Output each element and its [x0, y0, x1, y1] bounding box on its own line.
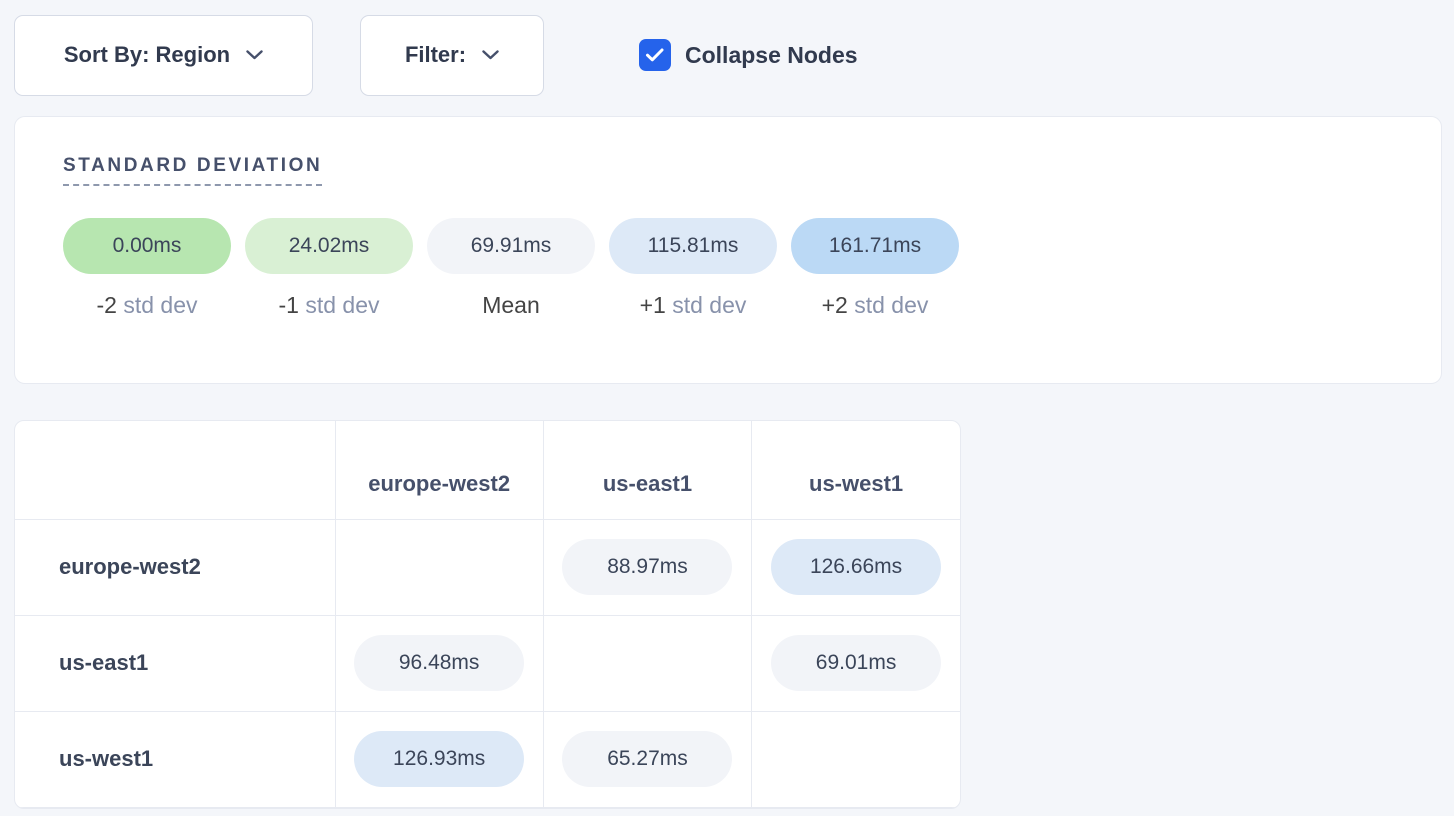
- matrix-row-header[interactable]: us-east1: [15, 615, 336, 712]
- matrix-row-header[interactable]: europe-west2: [15, 519, 336, 616]
- legend-stop-value: 24.02ms: [245, 218, 413, 274]
- legend-stop-value: 0.00ms: [63, 218, 231, 274]
- legend-stop-caption-number: +1: [639, 292, 673, 318]
- legend-stop-caption: -2 std dev: [97, 292, 198, 319]
- matrix-column-header[interactable]: us-west1: [751, 421, 960, 520]
- sort-by-dropdown[interactable]: Sort By: Region: [14, 14, 313, 96]
- legend-stop-caption-text: std dev: [854, 292, 929, 318]
- chevron-down-icon: [246, 50, 263, 60]
- matrix-cell: [543, 615, 753, 712]
- legend-stop-caption: +2 std dev: [822, 292, 929, 319]
- matrix-cell: [751, 711, 960, 808]
- filter-dropdown[interactable]: Filter:: [360, 14, 544, 96]
- matrix-cell[interactable]: 88.97ms: [543, 519, 753, 616]
- legend-title: STANDARD DEVIATION: [63, 155, 323, 186]
- legend-stop: 69.91ms Mean: [427, 218, 595, 319]
- toolbar: Sort By: Region Filter: Collapse Nodes: [0, 0, 1454, 96]
- legend-stop: 24.02ms -1 std dev: [245, 218, 413, 319]
- matrix-cell: [335, 519, 544, 616]
- chevron-down-icon: [482, 50, 499, 60]
- legend-stop-caption-number: +2: [821, 292, 855, 318]
- matrix-cell[interactable]: 126.66ms: [751, 519, 960, 616]
- latency-value-pill: 65.27ms: [562, 731, 733, 787]
- table-row: us-east1 96.48ms 69.01ms: [15, 615, 960, 712]
- legend-stop-caption-text: std dev: [123, 292, 198, 318]
- latency-value-pill: 96.48ms: [354, 635, 525, 691]
- matrix-body: europe-west2 88.97ms 126.66ms us-east1 96.48…: [15, 519, 960, 808]
- legend-stop-value: 69.91ms: [427, 218, 595, 274]
- matrix-corner-cell: [15, 421, 336, 520]
- latency-value-pill: 126.93ms: [354, 731, 525, 787]
- matrix-row-header[interactable]: us-west1: [15, 711, 336, 808]
- matrix-header: europe-west2 us-east1 us-west1: [15, 421, 960, 520]
- legend-stop-caption: +1 std dev: [640, 292, 747, 319]
- legend-stop-caption-number: -2: [96, 292, 124, 318]
- legend-stop: 161.71ms +2 std dev: [791, 218, 959, 319]
- legend-stop: 0.00ms -2 std dev: [63, 218, 231, 319]
- collapse-nodes-label: Collapse Nodes: [685, 41, 858, 68]
- legend-scale: 0.00ms -2 std dev 24.02ms -1 std dev 69.91ms…: [63, 218, 1441, 319]
- matrix-header-row: europe-west2 us-east1 us-west1: [15, 421, 960, 520]
- latency-value-pill: 126.66ms: [771, 539, 942, 595]
- matrix-cell[interactable]: 126.93ms: [335, 711, 544, 808]
- latency-value-pill: 69.01ms: [771, 635, 942, 691]
- latency-value-pill: 88.97ms: [562, 539, 733, 595]
- legend-stop-value: 161.71ms: [791, 218, 959, 274]
- table-row: europe-west2 88.97ms 126.66ms: [15, 519, 960, 616]
- matrix-cell[interactable]: 65.27ms: [543, 711, 753, 808]
- check-icon: [645, 47, 665, 63]
- matrix-cell[interactable]: 69.01ms: [751, 615, 960, 712]
- latency-matrix-table: europe-west2 us-east1 us-west1 europe-west…: [15, 421, 960, 808]
- legend-stop-caption-text: std dev: [305, 292, 380, 318]
- matrix-cell[interactable]: 96.48ms: [335, 615, 544, 712]
- collapse-nodes-checkbox[interactable]: [639, 39, 671, 71]
- legend-stop-caption-number: -1: [278, 292, 306, 318]
- collapse-nodes-toggle[interactable]: Collapse Nodes: [639, 39, 858, 71]
- matrix-column-header[interactable]: us-east1: [543, 421, 753, 520]
- legend-stop: 115.81ms +1 std dev: [609, 218, 777, 319]
- legend-stop-caption-text: Mean: [482, 292, 540, 318]
- legend-stop-value: 115.81ms: [609, 218, 777, 274]
- matrix-column-header[interactable]: europe-west2: [335, 421, 544, 520]
- legend-stop-caption: -1 std dev: [279, 292, 380, 319]
- table-row: us-west1 126.93ms 65.27ms: [15, 711, 960, 808]
- legend-stop-caption: Mean: [482, 292, 540, 319]
- filter-label: Filter:: [404, 42, 467, 67]
- sort-by-label: Sort By: Region: [63, 42, 231, 67]
- latency-matrix-container: europe-west2 us-east1 us-west1 europe-west…: [14, 420, 961, 809]
- standard-deviation-legend-card: STANDARD DEVIATION 0.00ms -2 std dev 24.02…: [14, 116, 1442, 384]
- legend-stop-caption-text: std dev: [672, 292, 747, 318]
